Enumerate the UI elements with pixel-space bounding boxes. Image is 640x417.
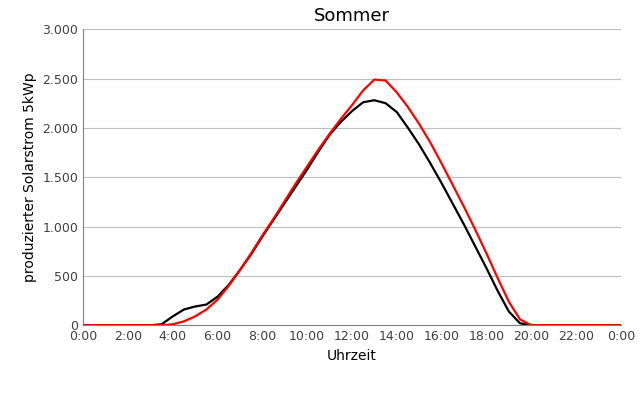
Ausrichtung 3 kWp Süd, 1 kWp Ost, 1 kWp West [292,183,300,188]
Ausrichtung 3 kWp Süd, 1 kWp Ost, 1 kWp West [527,323,535,328]
Ausrichtung 3 kWp Süd, 1 kWp Ost, 1 kWp West [259,234,266,239]
Ausrichtung 5 kWp Süd [516,317,524,322]
Ausrichtung 5 kWp Süd [471,227,479,232]
Ausrichtung 5 kWp Süd [617,323,625,328]
Ausrichtung 3 kWp Süd, 1 kWp Ost, 1 kWp West [505,309,513,314]
Ausrichtung 3 kWp Süd, 1 kWp Ost, 1 kWp West [483,266,490,271]
Y-axis label: produzierter Solarstrom 5kWp: produzierter Solarstrom 5kWp [23,73,37,282]
Ausrichtung 3 kWp Süd, 1 kWp Ost, 1 kWp West [225,282,232,287]
Ausrichtung 5 kWp Süd [214,297,221,302]
Ausrichtung 3 kWp Süd, 1 kWp Ost, 1 kWp West [371,98,378,103]
Ausrichtung 5 kWp Süd [348,103,356,108]
Ausrichtung 3 kWp Süd, 1 kWp Ost, 1 kWp West [303,167,311,172]
Ausrichtung 3 kWp Süd, 1 kWp Ost, 1 kWp West [169,314,177,319]
Ausrichtung 5 kWp Süd [527,323,535,328]
Ausrichtung 5 kWp Süd [202,307,210,312]
Ausrichtung 5 kWp Süd [169,322,177,327]
Ausrichtung 5 kWp Süd [292,181,300,186]
Line: Ausrichtung 5 kWp Süd: Ausrichtung 5 kWp Süd [83,80,621,325]
Title: Sommer: Sommer [314,7,390,25]
Ausrichtung 3 kWp Süd, 1 kWp Ost, 1 kWp West [157,322,165,327]
Ausrichtung 5 kWp Süd [483,251,490,256]
Ausrichtung 5 kWp Süd [326,131,333,136]
Ausrichtung 5 kWp Süd [505,299,513,304]
Ausrichtung 5 kWp Süd [270,216,278,221]
Ausrichtung 3 kWp Süd, 1 kWp Ost, 1 kWp West [214,294,221,299]
Ausrichtung 5 kWp Süd [449,183,456,188]
Ausrichtung 3 kWp Süd, 1 kWp Ost, 1 kWp West [191,304,199,309]
Ausrichtung 5 kWp Süd [157,323,165,328]
Ausrichtung 3 kWp Süd, 1 kWp Ost, 1 kWp West [471,244,479,249]
Ausrichtung 3 kWp Süd, 1 kWp Ost, 1 kWp West [180,307,188,312]
Ausrichtung 3 kWp Süd, 1 kWp Ost, 1 kWp West [404,126,412,131]
Ausrichtung 3 kWp Süd, 1 kWp Ost, 1 kWp West [79,323,87,328]
Ausrichtung 5 kWp Süd [438,161,445,166]
Ausrichtung 5 kWp Süd [259,233,266,238]
Ausrichtung 3 kWp Süd, 1 kWp Ost, 1 kWp West [381,101,389,106]
Ausrichtung 3 kWp Süd, 1 kWp Ost, 1 kWp West [270,217,278,222]
Ausrichtung 5 kWp Süd [415,121,423,126]
Ausrichtung 3 kWp Süd, 1 kWp Ost, 1 kWp West [315,149,322,154]
Ausrichtung 5 kWp Süd [337,116,344,121]
Ausrichtung 3 kWp Süd, 1 kWp Ost, 1 kWp West [348,108,356,113]
Ausrichtung 3 kWp Süd, 1 kWp Ost, 1 kWp West [236,267,244,272]
Ausrichtung 3 kWp Süd, 1 kWp Ost, 1 kWp West [449,201,456,206]
Ausrichtung 3 kWp Süd, 1 kWp Ost, 1 kWp West [426,161,434,166]
Ausrichtung 5 kWp Süd [281,198,289,203]
Legend: Ausrichtung 5 kWp Süd, Ausrichtung 3 kWp Süd, 1 kWp Ost, 1 kWp West: Ausrichtung 5 kWp Süd, Ausrichtung 3 kWp… [81,414,623,417]
Ausrichtung 3 kWp Süd, 1 kWp Ost, 1 kWp West [415,142,423,147]
Ausrichtung 3 kWp Süd, 1 kWp Ost, 1 kWp West [460,222,468,227]
Ausrichtung 3 kWp Süd, 1 kWp Ost, 1 kWp West [147,323,154,328]
Ausrichtung 5 kWp Süd [315,147,322,152]
Ausrichtung 5 kWp Süd [359,88,367,93]
Ausrichtung 5 kWp Süd [180,319,188,324]
X-axis label: Uhrzeit: Uhrzeit [327,349,377,363]
Ausrichtung 3 kWp Süd, 1 kWp Ost, 1 kWp West [493,288,501,293]
Ausrichtung 5 kWp Süd [493,275,501,280]
Ausrichtung 5 kWp Süd [236,267,244,272]
Ausrichtung 3 kWp Süd, 1 kWp Ost, 1 kWp West [393,110,401,115]
Ausrichtung 3 kWp Süd, 1 kWp Ost, 1 kWp West [359,100,367,105]
Ausrichtung 5 kWp Süd [426,140,434,145]
Ausrichtung 5 kWp Süd [371,77,378,82]
Ausrichtung 5 kWp Süd [247,251,255,256]
Ausrichtung 5 kWp Süd [79,323,87,328]
Ausrichtung 5 kWp Süd [303,164,311,169]
Ausrichtung 3 kWp Süd, 1 kWp Ost, 1 kWp West [326,132,333,137]
Ausrichtung 5 kWp Süd [393,90,401,95]
Ausrichtung 5 kWp Süd [225,283,232,288]
Ausrichtung 3 kWp Süd, 1 kWp Ost, 1 kWp West [281,201,289,206]
Line: Ausrichtung 3 kWp Süd, 1 kWp Ost, 1 kWp West: Ausrichtung 3 kWp Süd, 1 kWp Ost, 1 kWp … [83,100,621,325]
Ausrichtung 5 kWp Süd [460,204,468,209]
Ausrichtung 3 kWp Süd, 1 kWp Ost, 1 kWp West [247,252,255,257]
Ausrichtung 3 kWp Süd, 1 kWp Ost, 1 kWp West [438,181,445,186]
Ausrichtung 3 kWp Süd, 1 kWp Ost, 1 kWp West [516,321,524,326]
Ausrichtung 3 kWp Süd, 1 kWp Ost, 1 kWp West [617,323,625,328]
Ausrichtung 3 kWp Süd, 1 kWp Ost, 1 kWp West [202,302,210,307]
Ausrichtung 5 kWp Süd [381,78,389,83]
Ausrichtung 3 kWp Süd, 1 kWp Ost, 1 kWp West [337,119,344,124]
Ausrichtung 5 kWp Süd [191,314,199,319]
Ausrichtung 5 kWp Süd [404,105,412,110]
